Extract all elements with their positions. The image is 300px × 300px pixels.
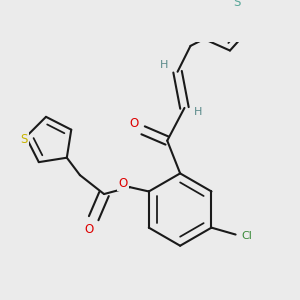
- Text: H: H: [194, 107, 202, 117]
- Text: O: O: [130, 117, 139, 130]
- Text: H: H: [160, 60, 168, 70]
- Text: S: S: [20, 133, 28, 146]
- Text: Cl: Cl: [242, 231, 252, 241]
- Text: S: S: [233, 0, 240, 9]
- Text: O: O: [118, 177, 127, 190]
- Text: O: O: [85, 223, 94, 236]
